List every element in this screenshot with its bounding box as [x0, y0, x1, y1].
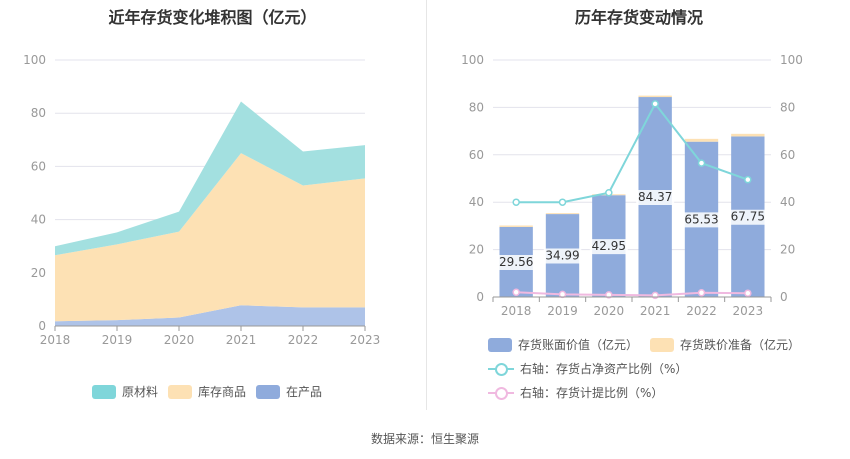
legend-item[interactable]: 原材料: [92, 383, 158, 400]
left-chart-panel: 近年存货变化堆积图（亿元） 0 20 40 60 80 100 2018 2019 2020 20…: [0, 0, 425, 410]
panel-divider: [426, 0, 427, 410]
x-tick-label: 2021: [226, 333, 257, 347]
x-tick-label: 2023: [733, 304, 764, 318]
y-tick-label: 80: [31, 106, 46, 120]
x-tick-label: 2022: [288, 333, 319, 347]
y2-tick-label: 80: [780, 100, 795, 114]
legend-item[interactable]: 存货账面价值（亿元）: [488, 336, 638, 353]
y-tick-label: 100: [461, 53, 484, 67]
y-tick-label: 80: [469, 100, 484, 114]
legend-item[interactable]: 库存商品: [168, 383, 246, 400]
bar-impairment-reserve: [684, 138, 719, 142]
legend-item[interactable]: 右轴：存货占净资产比例（%）: [488, 360, 687, 377]
right-chart-panel: 历年存货变动情况 0 20 40 60 80 100 0 20 40 60 80 100 29.56 34…: [428, 0, 850, 410]
line-point: [697, 288, 706, 297]
line-point: [512, 288, 520, 297]
y2-tick-label: 0: [780, 290, 788, 304]
left-chart-title: 近年存货变化堆积图（亿元）: [108, 8, 317, 27]
x-tick-label: 2018: [40, 333, 71, 347]
line-series-3: [516, 291, 748, 297]
area-series-2: [55, 101, 365, 256]
x-tick-label: 2022: [686, 304, 717, 318]
line-point: [558, 290, 567, 299]
legend-label: 原材料: [122, 385, 159, 399]
bar-label-bg: [543, 248, 582, 264]
y-tick-label: 60: [469, 148, 484, 162]
area-series-1: [55, 153, 365, 322]
legend-label: 存货账面价值（亿元）: [518, 338, 639, 352]
y-tick-label: 0: [476, 290, 484, 304]
bar-impairment-reserve: [638, 95, 672, 98]
bar-value-label: 42.95: [592, 239, 626, 253]
stacked-area-chart: 0 20 40 60 80 100 2018 2019 2020 2021 2022 2023: [23, 53, 381, 347]
legend-label: 存货跌价准备（亿元）: [680, 338, 801, 352]
legend-label: 库存商品: [198, 385, 247, 399]
line-point: [744, 175, 752, 184]
bar-value-label: 84.37: [638, 190, 672, 204]
line-point: [697, 159, 706, 167]
x-tick-label: 2020: [594, 304, 625, 318]
bar-label-bg: [728, 209, 767, 225]
legend-swatch: [488, 386, 514, 400]
y-tick-label: 0: [38, 319, 46, 333]
legend-swatch: [650, 337, 674, 352]
data-source-footer: 数据来源：恒生聚源: [370, 432, 479, 446]
y-tick-label: 40: [469, 195, 484, 209]
x-tick-label: 2021: [640, 304, 671, 318]
y2-tick-label: 20: [780, 243, 795, 257]
y-tick-label: 100: [23, 53, 46, 67]
line-point: [558, 198, 567, 206]
y2-tick-label: 40: [780, 195, 795, 209]
legend-label: 在产品: [286, 385, 323, 399]
bar-label-bg: [589, 239, 628, 255]
x-tick-label: 2018: [501, 304, 532, 318]
legend-item[interactable]: 右轴：存货计提比例（%）: [488, 384, 663, 401]
area-series-0: [55, 305, 365, 326]
bar-value-label: 67.75: [731, 210, 765, 224]
legend-swatch: [92, 384, 116, 399]
bar-impairment-reserve: [545, 213, 580, 215]
legend-swatch: [256, 384, 280, 399]
line-series-2: [516, 102, 749, 204]
right-chart-title: 历年存货变动情况: [574, 8, 703, 27]
x-tick-label: 2020: [164, 333, 195, 347]
x-tick-label: 2023: [350, 333, 381, 347]
line-point: [605, 291, 613, 299]
legend-label: 右轴：存货占净资产比例（%）: [520, 362, 688, 376]
x-tick-label: 2019: [102, 333, 133, 347]
bar-label-bg: [682, 212, 721, 228]
bar-label-bg: [636, 190, 675, 206]
legend-item[interactable]: 在产品: [256, 383, 322, 400]
line-point: [512, 198, 520, 206]
bar-value-label: 29.56: [499, 255, 533, 269]
inventory-bar-line-chart: 0 20 40 60 80 100 0 20 40 60 80 100 29.56 34.99 42.95 8…: [461, 53, 803, 318]
y2-tick-label: 100: [780, 53, 803, 67]
legend-item[interactable]: 存货跌价准备（亿元）: [650, 336, 800, 353]
y-tick-label: 40: [31, 213, 46, 227]
x-tick-label: 2019: [547, 304, 578, 318]
legend-swatch: [488, 362, 514, 376]
y-tick-label: 20: [469, 243, 484, 257]
line-point: [744, 289, 752, 297]
y2-tick-label: 60: [780, 148, 795, 162]
bar-value-label: 65.53: [684, 212, 718, 226]
bar-impairment-reserve: [731, 133, 765, 137]
y-tick-label: 60: [31, 159, 46, 173]
legend-swatch: [168, 384, 192, 399]
legend-swatch: [488, 337, 512, 352]
line-point: [605, 188, 613, 197]
y-tick-label: 20: [31, 266, 46, 280]
legend-label: 右轴：存货计提比例（%）: [520, 386, 664, 400]
line-point: [651, 100, 659, 108]
bar-value-label: 34.99: [545, 249, 579, 263]
bar-impairment-reserve: [499, 225, 533, 227]
bar-label-bg: [497, 254, 536, 270]
